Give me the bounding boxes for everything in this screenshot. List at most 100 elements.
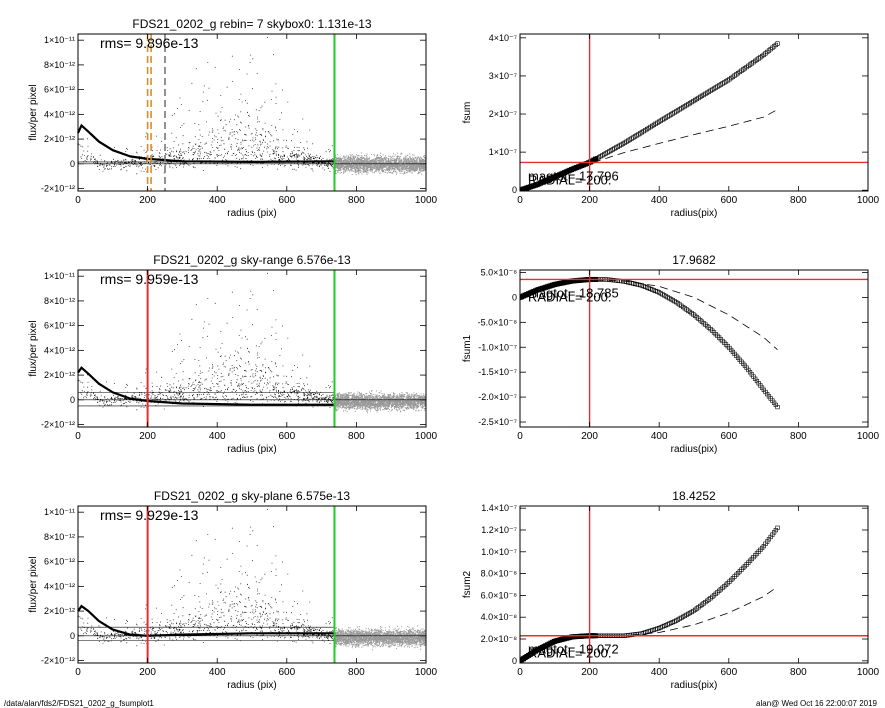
x-axis-label: radius(pix) [671, 444, 718, 455]
y-axis-label: fsum1 [462, 334, 473, 362]
y-axis-label: flux/per pixel [28, 556, 39, 612]
y-tick-label: 0 [70, 631, 75, 641]
magtot-annotation: magtot= 17.796 [528, 168, 619, 183]
x-tick-label: 200 [139, 195, 156, 206]
data-point [775, 404, 780, 410]
cumulative-flux-panel-3: 0 200 400 600 800 1000 0 2.0×10⁻⁸ 4.0×10⁻⁸ 6.0×10… [462, 489, 880, 691]
y-tick-label: 8.0×10⁻⁸ [481, 569, 518, 579]
data-point [775, 525, 780, 530]
x-axis-label: radius (pix) [227, 680, 276, 691]
x-tick-label: 600 [278, 431, 295, 442]
y-tick-label: 1.0×10⁻⁷ [481, 547, 517, 557]
radial-annotation: RADIAL= 200. [528, 289, 611, 304]
x-tick-label: 600 [720, 431, 737, 442]
x-tick-label: 0 [75, 667, 81, 678]
y-tick-label: 8×10⁻¹² [44, 532, 75, 542]
x-tick-label: 200 [139, 667, 156, 678]
x-tick-label: 600 [278, 667, 295, 678]
y-tick-label: 1×10⁻⁷ [489, 147, 517, 157]
y-tick-label: -2×10⁻¹² [41, 420, 75, 430]
radial-annotation: RADIAL= 200. [528, 172, 611, 187]
y-tick-label: 1×10⁻¹¹ [44, 271, 75, 281]
plot-frame [77, 505, 427, 664]
plot-frame [519, 269, 869, 428]
y-tick-label: 4.0×10⁻⁸ [481, 612, 518, 622]
plot-frame [77, 269, 427, 428]
plot-title: FDS21_0202_g sky-plane 6.575e-13 [154, 489, 350, 503]
magtot-annotation: magtot= 18.785 [528, 285, 619, 300]
plot-area [520, 41, 780, 191]
x-tick-label: 600 [278, 195, 295, 206]
cumulative-flux-panel-1: 0 200 400 600 800 1000 0 1×10⁻⁷ 2×10⁻⁷ 3×10⁻⁷ 4×10… [462, 33, 880, 219]
x-tick-label: 400 [209, 431, 226, 442]
y-tick-label: -1.5×10⁻⁷ [478, 367, 517, 377]
y-tick-label: 4×10⁻¹² [44, 581, 75, 591]
x-tick-label: 400 [209, 667, 226, 678]
plot-title: 18.4252 [672, 489, 716, 503]
x-tick-label: 1000 [857, 431, 880, 442]
x-tick-label: 400 [651, 195, 668, 206]
x-tick-label: 0 [75, 431, 81, 442]
x-tick-label: 200 [581, 195, 598, 206]
y-tick-label: 2×10⁻⁷ [489, 109, 517, 119]
x-tick-label: 800 [348, 431, 365, 442]
y-tick-label: 0 [512, 656, 517, 666]
inner-galaxy-points [78, 508, 336, 647]
x-tick-label: 800 [790, 195, 807, 206]
x-tick-label: 200 [139, 431, 156, 442]
inner-galaxy-points [78, 272, 336, 411]
x-tick-label: 1000 [415, 667, 438, 678]
mean-profile-line [77, 123, 335, 164]
y-tick-label: -2×10⁻¹² [41, 184, 75, 194]
comparison-curve-dashed [520, 586, 778, 662]
x-tick-label: 0 [517, 431, 523, 442]
x-axis-label: radius(pix) [671, 680, 718, 691]
plot-frame [519, 33, 869, 192]
x-axis-label: radius (pix) [227, 444, 276, 455]
y-tick-label: 2×10⁻¹² [44, 370, 75, 380]
x-tick-label: 600 [720, 667, 737, 678]
y-tick-label: 8×10⁻¹² [44, 60, 75, 70]
y-tick-label: 2×10⁻¹² [44, 134, 75, 144]
y-tick-label: -1.0×10⁻⁷ [478, 342, 517, 352]
comparison-curve-dashed [520, 109, 778, 191]
x-tick-label: 0 [517, 667, 523, 678]
x-tick-label: 1000 [857, 195, 880, 206]
y-tick-label: 1.4×10⁻⁷ [481, 503, 517, 513]
y-tick-label: 2×10⁻¹² [44, 606, 75, 616]
radial-annotation: RADIAL= 200. [528, 646, 611, 661]
x-axis-label: radius (pix) [227, 208, 276, 219]
y-tick-label: 5.0×10⁻⁸ [481, 267, 518, 277]
x-tick-label: 1000 [415, 431, 438, 442]
flux-profile-panel-3: 0 200 400 600 800 1000-2×10⁻¹²02×10⁻¹²4×10⁻¹²… [28, 489, 438, 691]
plot-title: FDS21_0202_g rebin= 7 skybox0: 1.131e-13 [132, 17, 371, 31]
magtot-annotation: magtot= 19.072 [528, 642, 619, 657]
y-tick-label: 4×10⁻¹² [44, 109, 75, 119]
rms-annotation: rms= 9.929e-13 [100, 507, 199, 523]
x-tick-label: 600 [720, 195, 737, 206]
y-axis-label: flux/per pixel [28, 84, 39, 140]
y-tick-label: 6.0×10⁻⁸ [481, 590, 518, 600]
y-tick-label: 1×10⁻¹¹ [44, 507, 75, 517]
y-tick-label: -2×10⁻¹² [41, 656, 75, 666]
y-tick-label: 3×10⁻⁷ [489, 71, 517, 81]
plot-frame [77, 33, 427, 192]
y-tick-label: 1×10⁻¹¹ [44, 35, 75, 45]
y-tick-label: -2.0×10⁻⁷ [478, 392, 517, 402]
mean-profile-line [77, 604, 335, 637]
x-tick-label: 800 [348, 667, 365, 678]
cumulative-flux-panel-2: 0 200 400 600 800 1000 5.0×10⁻⁸ 0 -5.0×10⁻⁸ -1.0×… [462, 253, 880, 455]
y-tick-label: 0 [70, 395, 75, 405]
y-tick-label: 0 [512, 292, 517, 302]
y-tick-label: -2.5×10⁻⁷ [478, 417, 517, 427]
footer-file-path: /data/alan/fds2/FDS21_0202_g_fsumplot1 [4, 699, 154, 708]
y-tick-label: 8×10⁻¹² [44, 296, 75, 306]
x-tick-label: 200 [581, 431, 598, 442]
plot-frame [519, 505, 869, 664]
y-tick-label: 6×10⁻¹² [44, 85, 75, 95]
footer-user-timestamp: alan@ Wed Oct 16 22:00:07 2019 [756, 699, 877, 708]
y-tick-label: 4×10⁻¹² [44, 345, 75, 355]
x-tick-label: 400 [209, 195, 226, 206]
y-axis-label: flux/per pixel [28, 320, 39, 376]
